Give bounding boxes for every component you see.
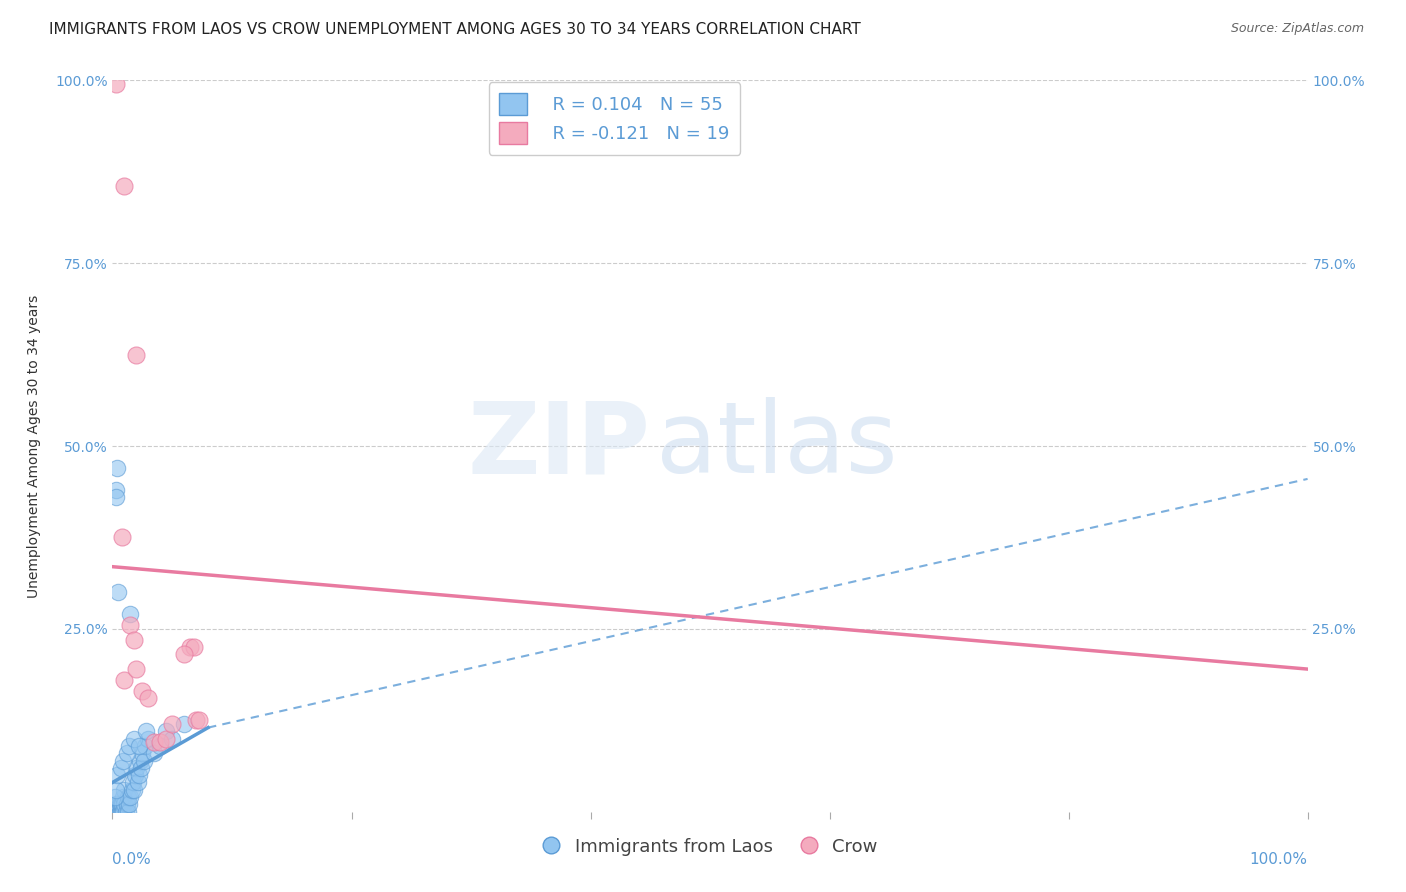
Point [122, 731, 145, 746]
Point [131, 746, 153, 760]
Point [149, 739, 172, 753]
Point [111, 805, 134, 819]
Point [122, 782, 145, 797]
Point [105, 77, 128, 91]
Point [107, 797, 129, 812]
Point [143, 735, 166, 749]
Point [118, 797, 141, 812]
Point [112, 754, 135, 768]
Point [114, 805, 136, 819]
Point [112, 790, 135, 805]
Point [121, 775, 143, 789]
Point [111, 530, 134, 544]
Point [117, 805, 139, 819]
Point [105, 805, 128, 819]
Point [134, 739, 156, 753]
Text: 0.0%: 0.0% [112, 852, 152, 867]
Point [155, 731, 177, 746]
Text: ZIP: ZIP [467, 398, 651, 494]
Point [105, 490, 128, 504]
Point [104, 805, 127, 819]
Point [104, 790, 127, 805]
Point [143, 746, 166, 760]
Point [107, 585, 129, 599]
Y-axis label: Unemployment Among Ages 30 to 34 years: Unemployment Among Ages 30 to 34 years [27, 294, 41, 598]
Point [117, 790, 139, 805]
Point [114, 673, 135, 687]
Point [121, 782, 143, 797]
Text: atlas: atlas [657, 398, 898, 494]
Point [162, 731, 183, 746]
Text: IMMIGRANTS FROM LAOS VS CROW UNEMPLOYMENT AMONG AGES 30 TO 34 YEARS CORRELATION : IMMIGRANTS FROM LAOS VS CROW UNEMPLOYMEN… [49, 22, 860, 37]
Legend: Immigrants from Laos, Crow: Immigrants from Laos, Crow [533, 829, 887, 865]
Point [129, 761, 152, 775]
Point [110, 805, 132, 819]
Point [110, 797, 132, 812]
Point [129, 754, 152, 768]
Point [149, 735, 172, 749]
Point [120, 607, 142, 622]
Point [105, 797, 128, 812]
Point [115, 746, 138, 760]
Point [162, 717, 183, 731]
Point [173, 717, 195, 731]
Point [127, 775, 149, 789]
Point [125, 347, 148, 362]
Point [105, 461, 128, 475]
Point [122, 632, 145, 647]
Point [120, 790, 142, 805]
Point [105, 768, 128, 782]
Point [125, 761, 148, 775]
Point [108, 797, 131, 812]
Point [105, 782, 128, 797]
Point [128, 768, 150, 782]
Text: Source: ZipAtlas.com: Source: ZipAtlas.com [1230, 22, 1364, 36]
Point [111, 797, 134, 812]
Point [173, 648, 195, 662]
Point [115, 797, 138, 812]
Point [105, 483, 128, 497]
Point [132, 754, 155, 768]
Point [155, 724, 177, 739]
Point [135, 724, 157, 739]
Point [112, 805, 135, 819]
Point [183, 640, 205, 655]
Point [131, 684, 153, 698]
Point [105, 805, 128, 819]
Point [125, 662, 148, 676]
Point [114, 179, 135, 194]
Point [118, 739, 141, 753]
Point [179, 640, 201, 655]
Point [120, 618, 142, 632]
Point [114, 797, 135, 812]
Text: 100.0%: 100.0% [1250, 852, 1308, 867]
Point [107, 805, 129, 819]
Point [124, 768, 146, 782]
Point [187, 714, 209, 728]
Point [138, 731, 160, 746]
Point [186, 714, 208, 728]
Point [114, 782, 135, 797]
Point [138, 691, 160, 706]
Point [128, 739, 150, 753]
Point [110, 761, 132, 775]
Point [108, 805, 131, 819]
